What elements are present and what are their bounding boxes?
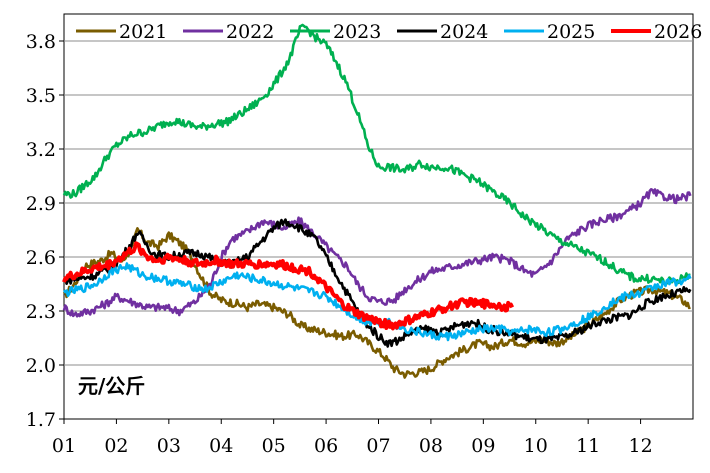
x-tick-label: 11 xyxy=(576,435,600,457)
legend-label-2021: 2021 xyxy=(119,21,167,43)
plot-area xyxy=(63,13,694,420)
series-line-2023 xyxy=(62,23,691,286)
series-lines xyxy=(62,23,692,379)
x-tick-label: 01 xyxy=(52,435,76,457)
x-tick-label: 07 xyxy=(366,435,390,457)
legend: 2021 2022 2023 2024 2025 2026 xyxy=(76,21,702,43)
series-line-2026 xyxy=(62,241,515,331)
x-tick-label: 05 xyxy=(262,435,286,457)
legend-label-2022: 2022 xyxy=(226,21,274,43)
y-tick-label: 3.8 xyxy=(26,31,56,53)
x-tick-label: 09 xyxy=(471,435,495,457)
y-tick-label: 2.0 xyxy=(26,355,56,377)
y-tick-label: 2.6 xyxy=(26,247,56,269)
x-tick-label: 12 xyxy=(628,435,652,457)
y-tick-label: 2.9 xyxy=(26,193,56,215)
series-line-2021 xyxy=(62,227,691,379)
legend-label-2025: 2025 xyxy=(547,21,595,43)
legend-label-2026: 2026 xyxy=(654,21,702,43)
x-tick-label: 03 xyxy=(157,435,181,457)
x-tick-label: 02 xyxy=(104,435,128,457)
series-line-2022 xyxy=(62,188,692,318)
y-tick-label: 1.7 xyxy=(26,409,56,431)
x-tick-label: 10 xyxy=(524,435,548,457)
x-tick-label: 04 xyxy=(209,435,233,457)
y-axis-ticks: 1.7 2.0 2.3 2.6 2.9 3.2 3.5 3.8 xyxy=(26,31,64,431)
legend-label-2024: 2024 xyxy=(440,21,488,43)
y-tick-label: 2.3 xyxy=(26,301,56,323)
legend-label-2023: 2023 xyxy=(333,21,381,43)
unit-label: 元/公斤 xyxy=(78,374,145,398)
x-axis-ticks: 01 02 03 04 05 06 07 08 09 10 11 12 xyxy=(52,419,653,457)
x-tick-label: 08 xyxy=(419,435,443,457)
x-tick-label: 06 xyxy=(314,435,338,457)
y-tick-label: 3.5 xyxy=(26,85,56,107)
y-tick-label: 3.2 xyxy=(26,139,56,161)
